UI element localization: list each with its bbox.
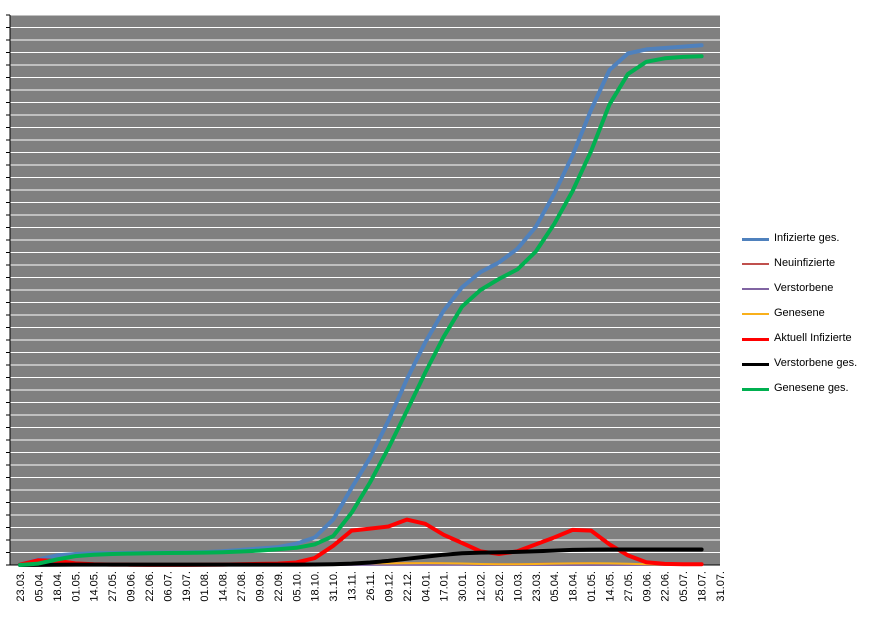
x-tick-label: 09.12. [383,571,395,602]
x-tick-label: 14.08. [218,571,230,602]
x-tick-label: 09.06. [126,571,138,602]
legend-swatch [742,238,769,241]
x-tick-label: 01.08. [199,571,211,602]
x-tick-label: 18.10. [310,571,322,602]
legend-label: Verstorbene ges. [774,357,858,369]
x-tick-label: 22.06. [660,571,672,602]
series-line-verstorbene-ges [18,547,704,567]
legend-label: Genesene [774,307,825,319]
x-tick-label: 18.04. [568,571,580,602]
legend-swatch [742,288,769,290]
x-tick-label: 05.04. [33,571,45,602]
legend-label: Infizierte ges. [774,232,840,244]
x-tick-label: 22.12. [402,571,414,602]
x-tick-label: 09.09. [254,571,266,602]
legend-label: Verstorbene [774,282,834,294]
x-tick-label: 14.05. [604,571,616,602]
x-tick-label: 04.01. [420,571,432,602]
legend-label: Aktuell Infizierte [774,332,852,344]
x-tick-label: 23.03. [15,571,27,602]
x-tick-label: 17.01. [439,571,451,602]
x-tick-label: 05.04. [549,571,561,602]
legend-swatch [742,338,769,341]
x-tick-label: 26.11. [365,571,377,601]
x-tick-label: 01.05. [586,571,598,602]
x-tick-label: 31.10. [328,571,340,602]
legend: Infizierte ges. Neuinfizierte Verstorbene G… [742,231,874,406]
x-tick-label: 14.05. [89,571,101,602]
x-tick-label: 27.05. [107,571,119,602]
x-tick-label: 30.01. [457,571,469,602]
legend-item-verstorbene-ges: Verstorbene ges. [742,356,874,381]
x-tick-label: 22.09. [273,571,285,602]
legend-swatch [742,363,769,366]
legend-item-genesene-ges: Genesene ges. [742,381,874,406]
legend-item-verstorbene: Verstorbene [742,281,874,306]
x-tick-label: 13.11. [347,571,359,601]
x-tick-label: 05.10. [291,571,303,602]
x-tick-label: 01.05. [70,571,82,602]
x-tick-label: 09.06. [641,571,653,602]
x-tick-label: 12.02. [476,571,488,602]
x-tick-label: 19.07. [181,571,193,602]
x-tick-label: 27.05. [623,571,635,602]
x-tick-label: 10.03. [512,571,524,602]
legend-label: Genesene ges. [774,382,849,394]
legend-swatch [742,313,769,315]
legend-swatch [742,388,769,391]
x-tick-label: 06.07. [162,571,174,602]
x-tick-label: 25.02. [494,571,506,602]
legend-label: Neuinfizierte [774,257,836,269]
legend-item-infizierte-ges: Infizierte ges. [742,231,874,256]
series-line-genesene-ges [18,54,704,567]
legend-swatch [742,263,769,265]
x-tick-label: 18.04. [52,571,64,602]
legend-item-aktuell-infizierte: Aktuell Infizierte [742,331,874,356]
x-tick-label: 23.03. [531,571,543,602]
legend-item-genesene: Genesene [742,306,874,331]
legend-item-neuinfizierte: Neuinfizierte [742,256,874,281]
x-tick-label: 05.07. [678,571,690,602]
x-tick-label: 18.07. [697,571,709,602]
x-tick-label: 31.07. [715,571,727,602]
x-tick-label: 22.06. [144,571,156,602]
x-tick-label: 27.08. [236,571,248,602]
